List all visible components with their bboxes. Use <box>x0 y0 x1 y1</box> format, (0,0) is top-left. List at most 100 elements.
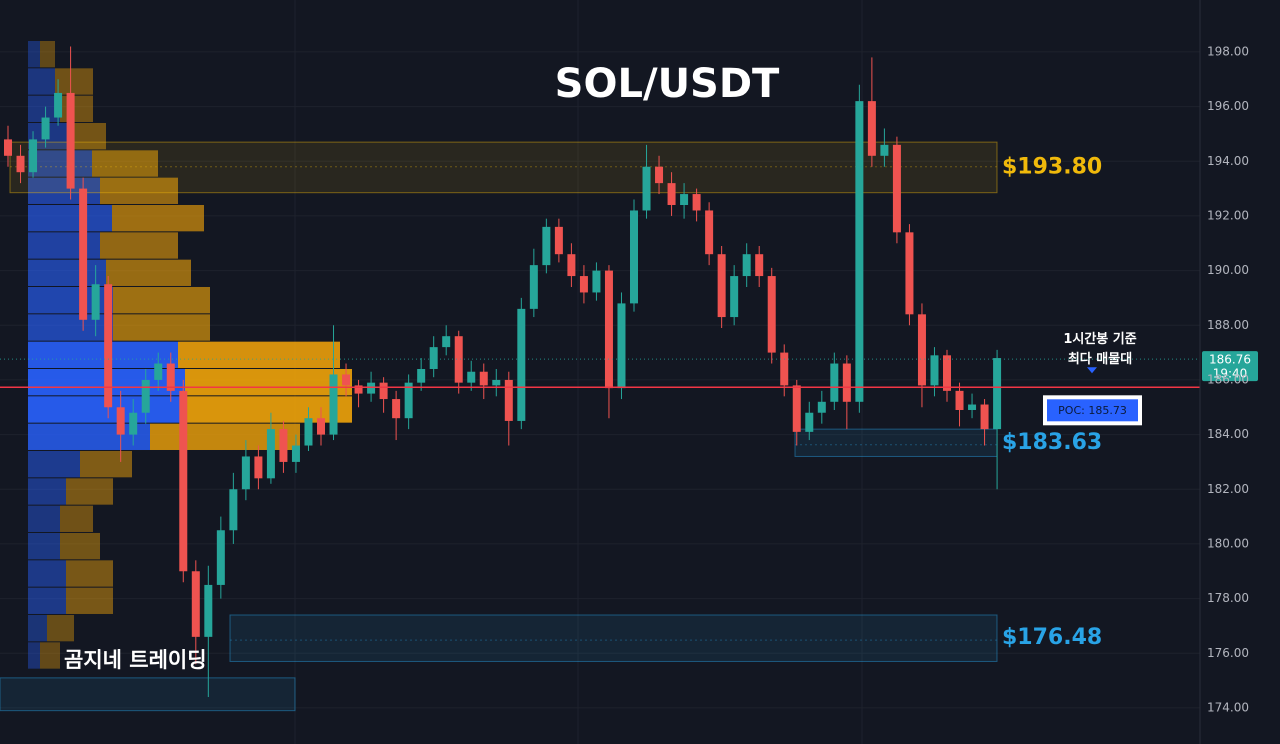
poc-label: POC: 185.73 <box>1058 404 1127 417</box>
profile-buy <box>28 204 112 232</box>
y-tick-label: 192.00 <box>1207 208 1249 222</box>
y-tick-label: 188.00 <box>1207 318 1249 332</box>
candle-body <box>41 117 50 140</box>
profile-sell <box>66 587 113 614</box>
y-tick-label: 196.00 <box>1207 99 1249 113</box>
profile-sell <box>60 505 93 532</box>
y-tick-label: 182.00 <box>1207 482 1249 496</box>
profile-sell <box>112 204 204 232</box>
candle-body <box>279 429 288 462</box>
candle-body <box>805 412 814 432</box>
y-tick-label: 198.00 <box>1207 44 1249 58</box>
profile-buy <box>28 505 60 532</box>
profile-buy <box>28 150 92 177</box>
zone-label: $183.63 <box>1002 430 1102 455</box>
candle-body <box>930 355 939 386</box>
profile-sell <box>178 341 340 368</box>
candle-body <box>404 382 413 419</box>
candle-body <box>304 418 313 446</box>
zone <box>794 428 998 457</box>
profile-buy <box>28 560 66 587</box>
profile-sell <box>47 614 74 642</box>
profile-sell <box>66 560 113 587</box>
candle-body <box>968 404 977 410</box>
candle-body <box>141 379 150 413</box>
candle-body <box>104 284 113 408</box>
candle-body <box>529 265 538 309</box>
candle-body <box>429 347 438 369</box>
candle-body <box>266 429 275 479</box>
profile-buy <box>28 341 178 368</box>
profile-sell <box>185 368 352 396</box>
candle-body <box>229 489 238 531</box>
candle-body <box>717 254 726 318</box>
candle-body <box>917 314 926 386</box>
profile-buy <box>28 177 100 204</box>
profile-sell <box>80 450 132 478</box>
zone-label: $193.80 <box>1002 154 1102 179</box>
candle-body <box>705 210 714 255</box>
profile-buy <box>28 532 60 560</box>
profile-buy <box>28 642 40 669</box>
candle-body <box>767 276 776 353</box>
candle-body <box>354 385 363 394</box>
profile-sell <box>40 40 55 68</box>
candle-body <box>780 352 789 386</box>
candle-body <box>254 456 263 479</box>
last-price-tag <box>1202 351 1258 382</box>
candle-body <box>54 92 63 118</box>
profile-buy <box>28 614 47 642</box>
candle-body <box>517 308 526 421</box>
chart-title: SOL/USDT <box>555 61 780 107</box>
candle-body <box>792 385 801 432</box>
profile-sell <box>40 642 60 669</box>
candle-body <box>880 144 889 156</box>
profile-buy <box>28 450 80 478</box>
candle-body <box>742 254 751 277</box>
zone <box>0 677 296 712</box>
poc-note: 1시간봉 기준 <box>1063 331 1136 347</box>
candle-body <box>855 101 864 402</box>
profile-buy <box>28 40 40 68</box>
profile-sell <box>150 423 300 450</box>
last-price-label: 186.76 <box>1209 353 1251 367</box>
candle-body <box>542 226 551 266</box>
y-tick-label: 178.00 <box>1207 591 1249 605</box>
candle-body <box>817 401 826 413</box>
profile-sell <box>55 68 93 95</box>
zone <box>229 614 998 662</box>
candle-body <box>179 390 188 572</box>
candle-body <box>492 379 501 386</box>
profile-buy <box>28 587 66 614</box>
candle-body <box>79 188 88 320</box>
candle-body <box>29 139 38 173</box>
profile-sell <box>92 150 158 177</box>
candle-body <box>216 530 225 585</box>
candle-body <box>730 276 739 318</box>
candle-body <box>554 226 563 255</box>
candle-body <box>454 336 463 383</box>
profile-sell <box>60 532 100 560</box>
candle-body <box>291 445 300 462</box>
y-tick-label: 176.00 <box>1207 646 1249 660</box>
candle-body <box>66 92 75 189</box>
profile-sell <box>66 478 113 505</box>
candle-body <box>630 210 638 304</box>
candle-body <box>467 371 476 383</box>
candle-body <box>342 374 351 386</box>
candle-body <box>642 166 651 211</box>
candle-body <box>993 358 1002 430</box>
candle-body <box>329 374 338 435</box>
candle-body <box>417 368 426 383</box>
candle-body <box>191 571 200 637</box>
y-tick-label: 186.00 <box>1207 372 1249 386</box>
candle-body <box>579 276 588 293</box>
candle-body <box>367 382 376 394</box>
candle-body <box>204 584 213 637</box>
candle-body <box>692 194 701 211</box>
candle-body <box>617 303 626 389</box>
y-tick-label: 180.00 <box>1207 536 1249 550</box>
candle-body <box>892 144 901 233</box>
poc-box-inner <box>1047 399 1138 422</box>
